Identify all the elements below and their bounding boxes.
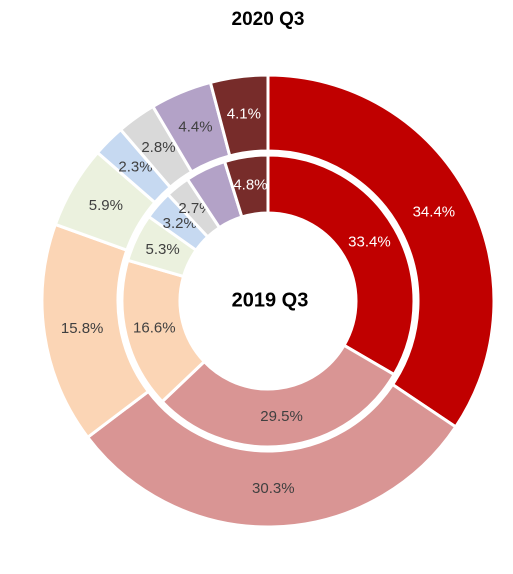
data-label: 2.3% — [118, 159, 152, 176]
data-label: 4.8% — [233, 176, 267, 193]
data-label: 33.4% — [348, 234, 391, 251]
data-label: 5.9% — [89, 197, 123, 214]
chart-title: 2020 Q3 — [232, 9, 305, 30]
data-label: 16.6% — [133, 320, 176, 337]
center-label: 2019 Q3 — [232, 289, 309, 311]
data-label: 2.8% — [141, 139, 175, 156]
data-label: 5.3% — [146, 241, 180, 258]
donut-segment — [222, 153, 270, 219]
data-label: 30.3% — [252, 480, 295, 497]
donut-segment — [266, 153, 416, 377]
data-label: 15.8% — [61, 320, 104, 337]
donut-segment — [85, 382, 458, 529]
data-label: 4.4% — [178, 119, 212, 136]
data-label: 3.2% — [163, 215, 197, 232]
data-label: 34.4% — [413, 203, 456, 220]
donut-segment — [208, 73, 270, 158]
data-label: 4.1% — [227, 106, 261, 123]
donut-segment — [266, 73, 496, 429]
donut-segment — [160, 343, 397, 449]
data-label: 29.5% — [260, 408, 303, 425]
